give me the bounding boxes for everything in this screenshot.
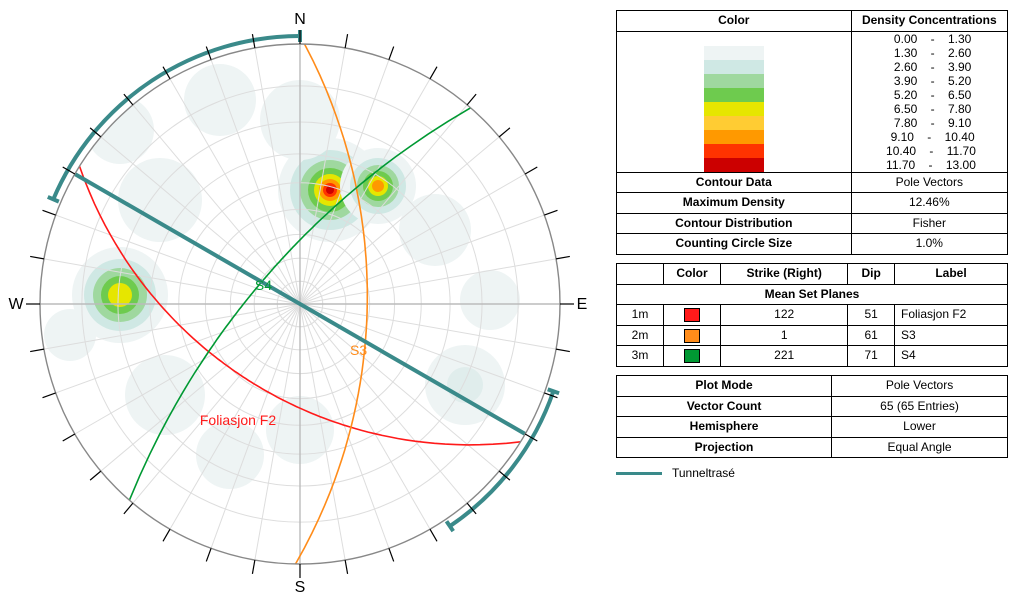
tunnel-legend-swatch xyxy=(616,472,662,475)
svg-text:S4: S4 xyxy=(255,277,272,293)
svg-text:S: S xyxy=(295,579,306,596)
page: Foliasjon F2 S3 S4 N S E W Color Density Conce… xyxy=(0,0,1024,609)
svg-text:E: E xyxy=(577,296,588,313)
density-ramp-cell xyxy=(617,31,852,172)
legend-panel: Color Density Concentrations 0.00 - 1.30… xyxy=(610,0,1024,609)
mean-sets-title: Mean Set Planes xyxy=(617,284,1008,305)
tunnel-legend-label: Tunneltrasé xyxy=(672,466,735,480)
svg-text:W: W xyxy=(8,296,24,313)
svg-text:N: N xyxy=(294,11,306,28)
tunnel-legend: Tunneltrasé xyxy=(616,466,1008,480)
svg-text:S3: S3 xyxy=(350,342,367,358)
density-ranges-cell: 0.00 - 1.30 1.30 - 2.60 2.60 - 3.90 3.90… xyxy=(851,31,1007,172)
stereonet-svg: Foliasjon F2 S3 S4 N S E W xyxy=(0,0,610,609)
stereonet-panel: Foliasjon F2 S3 S4 N S E W xyxy=(0,0,610,609)
density-th-color: Color xyxy=(617,11,852,32)
density-th-dens: Density Concentrations xyxy=(851,11,1007,32)
plot-info-table: Plot Mode Pole VectorsVector Count 65 (6… xyxy=(616,375,1008,458)
density-table: Color Density Concentrations 0.00 - 1.30… xyxy=(616,10,1008,255)
mean-sets-table: ColorStrike (Right)DipLabel Mean Set Pla… xyxy=(616,263,1008,367)
svg-text:Foliasjon F2: Foliasjon F2 xyxy=(200,412,276,428)
